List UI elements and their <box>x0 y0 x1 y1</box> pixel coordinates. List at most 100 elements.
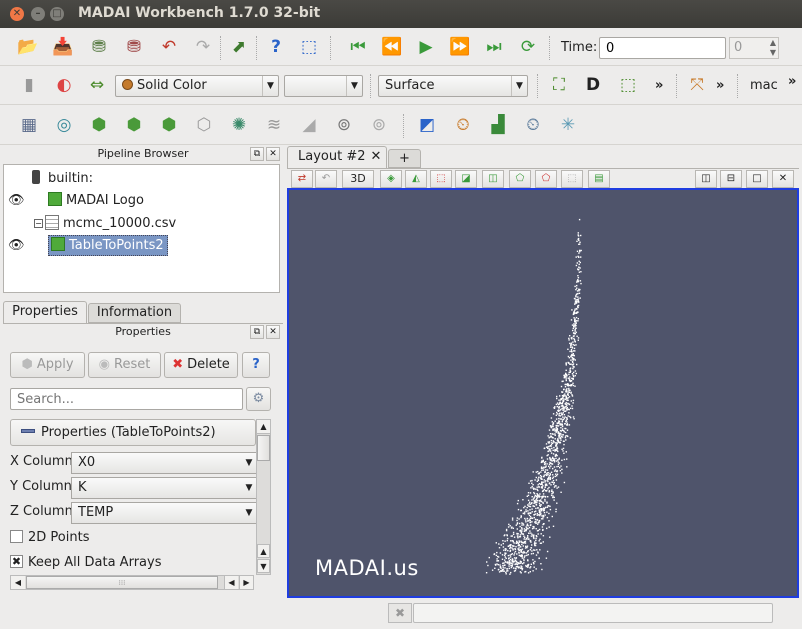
histogram-icon[interactable]: ▟ <box>491 115 505 135</box>
scroll-up-icon[interactable]: ▲ <box>257 544 270 558</box>
split-horizontal-icon[interactable]: ◫ <box>695 170 717 188</box>
keep-arrays-checkbox[interactable]: ✖ <box>10 555 23 568</box>
maximize-view-icon[interactable]: □ <box>746 170 768 188</box>
scroll-up-icon[interactable]: ▲ <box>257 420 270 434</box>
edit-color-map-icon[interactable]: ◐ <box>56 75 72 95</box>
clear-selection-icon[interactable]: ▤ <box>588 170 610 188</box>
more-macros-icon[interactable]: » <box>788 74 797 89</box>
apply-button[interactable]: ⬢ Apply <box>10 352 85 378</box>
mode-3d-button[interactable]: 3D <box>342 170 374 188</box>
more-tools-icon[interactable]: » <box>716 78 725 93</box>
scroll-right-icon[interactable]: ▶ <box>239 576 253 589</box>
scroll-thumb[interactable]: ⁞⁞⁞ <box>26 576 218 589</box>
close-panel-icon[interactable]: ✕ <box>266 325 280 339</box>
redo-icon[interactable]: ↷ <box>195 37 211 57</box>
color-by-select[interactable]: Solid Color ▼ <box>115 75 279 97</box>
float-panel-icon[interactable]: ⧉ <box>250 325 264 339</box>
macros-label[interactable]: mac <box>750 78 778 93</box>
rescale-range-icon[interactable]: ⇔ <box>89 75 105 95</box>
more-tools-icon[interactable]: » <box>655 78 664 93</box>
load-state-icon[interactable]: 📥 <box>52 37 74 57</box>
extract-subset-icon[interactable]: ⬡ <box>196 115 212 135</box>
render-view[interactable]: MADAI.us <box>287 188 799 598</box>
calculator-icon[interactable]: ▦ <box>20 115 38 135</box>
split-orientation-icon[interactable]: ⇄ <box>291 170 313 188</box>
select-points-icon[interactable]: ⬚ <box>430 170 452 188</box>
previous-frame-icon[interactable]: ⏪ <box>381 37 403 57</box>
warp-vector-icon[interactable]: ◢ <box>302 115 316 135</box>
help-icon[interactable]: ? <box>271 37 281 57</box>
pipeline-item-mcmc[interactable]: − mcmc_10000.csv <box>34 213 274 235</box>
first-frame-icon[interactable]: ⏮ <box>350 37 366 57</box>
representation-select[interactable]: Surface ▼ <box>378 75 528 97</box>
maximize-window-button[interactable]: □ <box>50 7 64 21</box>
select-surface-cells-icon[interactable]: ◭ <box>405 170 427 188</box>
visibility-eye-icon[interactable]: 👁 <box>8 193 25 208</box>
close-panel-icon[interactable]: ✕ <box>266 147 280 161</box>
properties-horizontal-scrollbar[interactable]: ◀ ⁞⁞⁞ ◀ ▶ <box>10 575 254 590</box>
find-data-icon[interactable]: ⬈ <box>231 37 247 57</box>
open-folder-icon[interactable]: 📂 <box>17 37 39 57</box>
reset-button[interactable]: ◉ Reset <box>88 352 161 378</box>
pick-center-icon[interactable]: ⬚ <box>300 37 318 57</box>
group-datasets-icon[interactable]: ⊚ <box>336 115 352 135</box>
zoom-to-data-icon[interactable]: D <box>585 75 601 95</box>
y-column-select[interactable]: K ▼ <box>71 477 258 499</box>
interactive-select-icon[interactable]: ⬠ <box>535 170 557 188</box>
x-column-select[interactable]: X0 ▼ <box>71 452 258 474</box>
select-block-icon[interactable]: ◫ <box>482 170 504 188</box>
timestep-spinbox[interactable]: 0 ▲ ▼ <box>729 37 779 59</box>
pipeline-item-madai-logo[interactable]: 👁 MADAI Logo <box>8 190 268 212</box>
camera-undo-icon[interactable]: ↶ <box>315 170 337 188</box>
extract-level-icon[interactable]: ⊚ <box>371 115 387 135</box>
collapse-icon[interactable]: − <box>34 219 43 228</box>
toggle-color-legend-icon[interactable]: ▮ <box>24 75 34 95</box>
tab-information[interactable]: Information <box>88 303 181 323</box>
undo-icon[interactable]: ↶ <box>161 37 177 57</box>
pipeline-item-tabletopoints2[interactable]: 👁 TableToPoints2 <box>8 235 268 257</box>
disconnect-server-icon[interactable]: ⛃ <box>126 37 142 57</box>
select-cells-icon[interactable]: ◩ <box>418 115 436 135</box>
minimize-window-button[interactable]: – <box>31 7 45 21</box>
tab-properties[interactable]: Properties <box>3 301 87 324</box>
plot-over-line-icon[interactable]: ⏲ <box>456 115 470 135</box>
properties-vertical-scrollbar[interactable]: ▲ ▲ ▼ <box>256 419 271 575</box>
threshold-icon[interactable]: ⬢ <box>161 115 177 135</box>
component-select[interactable]: ▼ <box>284 75 363 97</box>
scroll-down-icon[interactable]: ▼ <box>257 559 270 573</box>
axes-grid-icon[interactable]: ⤧ <box>690 75 704 95</box>
visibility-eye-icon[interactable]: 👁 <box>8 238 25 253</box>
close-view-icon[interactable]: ✕ <box>772 170 794 188</box>
play-icon[interactable]: ▶ <box>419 37 433 57</box>
plot-data-icon[interactable]: ⏲ <box>526 115 540 135</box>
grow-selection-icon[interactable]: ⬚ <box>561 170 583 188</box>
scroll-left-icon[interactable]: ◀ <box>11 576 25 589</box>
help-button[interactable]: ? <box>242 352 270 378</box>
split-vertical-icon[interactable]: ⊟ <box>720 170 742 188</box>
connect-server-icon[interactable]: ⛃ <box>91 37 107 57</box>
next-frame-icon[interactable]: ⏩ <box>449 37 471 57</box>
stop-progress-icon[interactable]: ✖ <box>388 603 412 623</box>
glyph-icon[interactable]: ✺ <box>231 115 247 135</box>
slice-icon[interactable]: ⬢ <box>126 115 142 135</box>
float-panel-icon[interactable]: ⧉ <box>250 147 264 161</box>
z-column-select[interactable]: TEMP ▼ <box>71 502 258 524</box>
contour-icon[interactable]: ◎ <box>56 115 72 135</box>
scroll-thumb[interactable] <box>257 435 270 461</box>
stream-tracer-icon[interactable]: ≋ <box>266 115 282 135</box>
probe-icon[interactable]: ✳ <box>560 115 576 135</box>
scroll-left-icon[interactable]: ◀ <box>224 576 238 589</box>
close-tab-icon[interactable]: ✕ <box>370 149 382 164</box>
add-layout-tab[interactable]: + <box>388 149 421 168</box>
pipeline-item-builtin[interactable]: builtin: <box>32 168 272 190</box>
last-frame-icon[interactable]: ⏭ <box>486 37 502 57</box>
loop-icon[interactable]: ⟳ <box>520 37 536 57</box>
properties-search-input[interactable] <box>10 388 243 410</box>
spin-arrows-icon[interactable]: ▲ ▼ <box>769 38 776 57</box>
reset-camera-icon[interactable]: ⛶ <box>553 75 565 95</box>
2d-points-checkbox[interactable] <box>10 530 23 543</box>
select-frustum-icon[interactable]: ◪ <box>455 170 477 188</box>
delete-button[interactable]: ✖ Delete <box>164 352 238 378</box>
tab-layout-2[interactable]: Layout #2 ✕ <box>287 146 387 168</box>
clip-icon[interactable]: ⬢ <box>91 115 107 135</box>
